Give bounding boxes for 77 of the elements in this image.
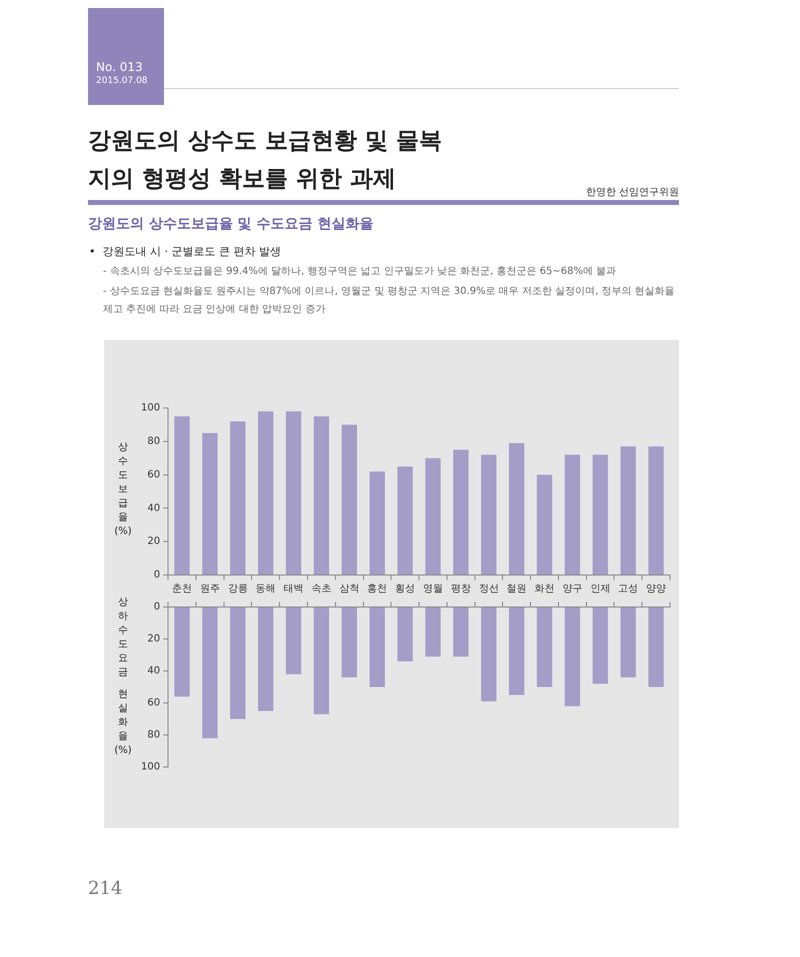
x-tick-label: 평창: [450, 584, 471, 595]
bar: [202, 433, 218, 574]
chart-subtitle: 강원도의 상수도보급율 및 수도요금 현실화율: [88, 215, 374, 233]
x-tick-label: 화천: [534, 584, 555, 595]
bar: [230, 421, 246, 574]
bar: [453, 608, 469, 657]
x-tick-label: 삼척: [339, 584, 360, 595]
x-tick-label: 홍천: [367, 584, 388, 595]
bar: [425, 608, 441, 657]
bar: [481, 454, 496, 574]
text: - 상수도요금 현실화율도 원주시는 약87%에 이르나, 영월군 및 평창군 지역은 30.9%로 매우 저조한 실정이며, 정부의 현실화율 제고 추진에 따라 요금 인상에 대한 압박요인 증가: [103, 285, 676, 317]
bar: [620, 446, 636, 574]
text: 상하수도요금 현실화율 (%): [114, 596, 132, 756]
y-tick-label: 20: [147, 536, 160, 548]
bar: [564, 454, 580, 574]
x-tick-label: 태백: [284, 584, 304, 595]
x-tick-label: 고성: [618, 584, 638, 595]
bar: [314, 608, 330, 714]
x-tick-label: 속초: [311, 584, 332, 595]
y-tick-label: 60: [147, 469, 160, 480]
bar: [286, 608, 302, 674]
chart-title: 강원도의 상수도 보급현황 및 물복지의 형평성 확보를 위한 과제: [88, 127, 444, 194]
bar: [258, 608, 274, 711]
x-tick-label: 동해: [256, 584, 276, 595]
bar: [592, 608, 608, 684]
bar: [342, 608, 357, 678]
y-tick-label: 40: [147, 666, 160, 677]
text: - 속초시의 상수도보급율은 99.4%에 달하나, 행정구역은 넓고 인구밀도가 낮은 화천군, 홍천군은 65~68%에 불과: [103, 265, 618, 278]
bar: [286, 411, 302, 574]
bar: [508, 608, 524, 695]
bar: [648, 446, 664, 574]
bar: [536, 474, 552, 574]
bar: [536, 608, 552, 687]
x-tick-label: 강릉: [228, 584, 248, 595]
text: 2015.07.08: [96, 76, 148, 86]
bar: [342, 424, 357, 574]
bar: [370, 608, 385, 687]
bar: [314, 416, 330, 574]
x-tick-label: 철원: [506, 584, 527, 595]
y-tick-label: 80: [147, 436, 160, 447]
x-tick-label: 영월: [422, 584, 443, 595]
bar: [620, 608, 636, 678]
bar: [230, 608, 246, 719]
x-tick-label: 양구: [562, 584, 582, 595]
x-tick-label: 인제: [590, 584, 610, 595]
x-tick-label: 정선: [478, 584, 499, 595]
text: • 강원도내 시 · 군별로도 큰 편차 발생: [89, 244, 281, 259]
bar: [592, 454, 608, 574]
bar: [370, 471, 385, 574]
text: 한영한 선임연구위원: [586, 186, 679, 199]
x-tick-label: 춘천: [172, 584, 192, 595]
y-tick-label: 100: [140, 762, 160, 773]
bar: [508, 443, 524, 574]
bar: [174, 416, 190, 574]
text: No. 013: [96, 60, 143, 74]
x-tick-label: 원주: [200, 584, 220, 595]
text: 214: [88, 878, 122, 899]
bar: [648, 608, 664, 687]
bar: [453, 450, 469, 574]
bar: [397, 466, 413, 574]
y-tick-label: 40: [147, 502, 160, 514]
bar: [174, 608, 190, 697]
y-tick-label: 100: [140, 402, 160, 414]
y-tick-label: 0: [154, 570, 160, 581]
bar: [564, 608, 580, 706]
x-tick-label: 횡성: [395, 584, 416, 595]
bar: [481, 608, 496, 702]
y-tick-label: 0: [154, 602, 160, 613]
bar: [258, 411, 274, 574]
bar: [425, 458, 441, 574]
y-axis-title: 상수도보급율 (%): [113, 441, 133, 539]
bar: [202, 608, 218, 738]
y-tick-label: 20: [147, 634, 160, 645]
x-tick-label: 양양: [646, 584, 666, 595]
y-tick-label: 80: [147, 730, 160, 741]
bar: [397, 608, 413, 662]
y-tick-label: 60: [147, 698, 160, 709]
